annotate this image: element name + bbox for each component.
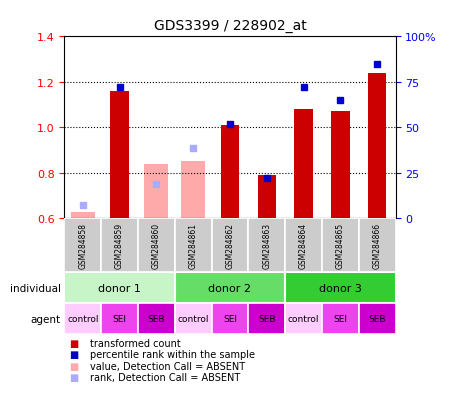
Bar [64, 304, 101, 335]
Bar [330, 112, 349, 219]
Bar [174, 304, 211, 335]
Bar [257, 176, 275, 219]
Text: rank, Detection Call = ABSENT: rank, Detection Call = ABSENT [90, 373, 240, 382]
Bar [367, 74, 386, 219]
Bar [248, 219, 285, 273]
Text: control: control [177, 315, 208, 323]
Bar [64, 273, 174, 304]
Text: GSM284858: GSM284858 [78, 223, 87, 269]
Bar [181, 162, 205, 219]
Bar [358, 219, 395, 273]
Text: agent: agent [31, 314, 61, 324]
Text: SEB: SEB [368, 315, 385, 323]
Bar [174, 219, 211, 273]
Bar [285, 273, 395, 304]
Text: GSM284862: GSM284862 [225, 223, 234, 269]
Bar [138, 219, 174, 273]
Bar [285, 304, 321, 335]
Text: GSM284866: GSM284866 [372, 223, 381, 269]
Text: GSM284859: GSM284859 [115, 223, 124, 269]
Text: ■: ■ [69, 373, 78, 382]
Bar [248, 304, 285, 335]
Text: GSM284865: GSM284865 [335, 223, 344, 269]
Text: ■: ■ [69, 361, 78, 371]
Text: SEB: SEB [147, 315, 165, 323]
Bar [294, 110, 312, 219]
Bar [71, 212, 95, 219]
Text: individual: individual [10, 283, 61, 293]
Text: control: control [287, 315, 319, 323]
Text: donor 1: donor 1 [98, 283, 141, 293]
Text: ■: ■ [69, 349, 78, 359]
Text: value, Detection Call = ABSENT: value, Detection Call = ABSENT [90, 361, 244, 371]
Text: ■: ■ [69, 338, 78, 348]
Text: SEI: SEI [112, 315, 126, 323]
Text: donor 2: donor 2 [208, 283, 251, 293]
Text: transformed count: transformed count [90, 338, 180, 348]
Bar [174, 273, 285, 304]
Bar [101, 304, 138, 335]
Text: GSM284861: GSM284861 [188, 223, 197, 269]
Text: SEI: SEI [333, 315, 347, 323]
Text: control: control [67, 315, 98, 323]
Text: SEB: SEB [257, 315, 275, 323]
Text: GSM284863: GSM284863 [262, 223, 271, 269]
Bar [211, 304, 248, 335]
Bar [321, 304, 358, 335]
Bar [285, 219, 321, 273]
Bar [321, 219, 358, 273]
Text: donor 3: donor 3 [318, 283, 361, 293]
Text: GSM284864: GSM284864 [298, 223, 308, 269]
Bar [211, 219, 248, 273]
Bar [110, 92, 129, 219]
Bar [138, 304, 174, 335]
Text: GSM284860: GSM284860 [151, 223, 161, 269]
Bar [101, 219, 138, 273]
Text: percentile rank within the sample: percentile rank within the sample [90, 349, 254, 359]
Text: GDS3399 / 228902_at: GDS3399 / 228902_at [153, 19, 306, 33]
Bar [358, 304, 395, 335]
Bar [64, 219, 101, 273]
Bar [220, 126, 239, 219]
Bar [144, 164, 168, 219]
Text: SEI: SEI [223, 315, 236, 323]
